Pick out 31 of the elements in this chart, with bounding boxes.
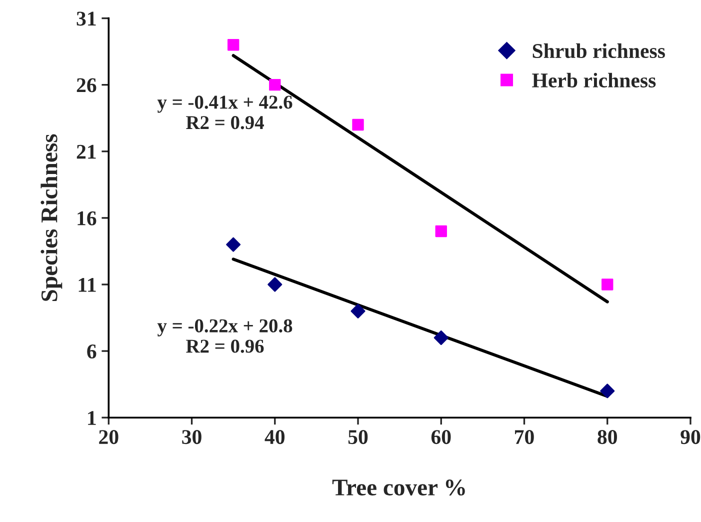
y-tick-label: 16 (78, 211, 96, 226)
x-tick-label: 30 (182, 430, 202, 444)
point (600, 384, 615, 398)
point (350, 304, 366, 318)
y-tick-label: 26 (76, 78, 96, 92)
point (227, 39, 240, 51)
annotation: y = -0.41x + 42.6 R2 = 0.94 (157, 96, 292, 130)
x-tick-label: 20 (99, 430, 118, 444)
point (602, 278, 614, 290)
y-tick-label: 31 (76, 12, 96, 26)
x-tick-label: 90 (680, 430, 700, 444)
y-tick-label: 1 (88, 411, 96, 425)
point (269, 78, 281, 91)
x-axis-title: Tree cover % (332, 480, 465, 496)
y-tick-label: 21 (76, 144, 96, 159)
point (434, 330, 448, 346)
y-tick-label: 11 (78, 278, 96, 292)
x-tick-label: 50 (348, 430, 368, 444)
x-tick-label: 60 (431, 430, 451, 444)
point (268, 277, 282, 292)
annotation: y = -0.22x + 20.8 R2 = 0.96 (157, 319, 292, 353)
point (226, 237, 241, 252)
point (435, 225, 447, 238)
x-tick-label: 80 (598, 430, 617, 444)
legend-label: Herb richness (532, 72, 656, 88)
legend-label: Shrub richness (532, 43, 665, 58)
y-tick-label: 6 (87, 344, 96, 358)
x-tick-label: 40 (264, 430, 285, 444)
y-axis-title: Species Richness (40, 134, 62, 301)
x-tick-label: 70 (515, 430, 534, 444)
point (352, 118, 364, 131)
